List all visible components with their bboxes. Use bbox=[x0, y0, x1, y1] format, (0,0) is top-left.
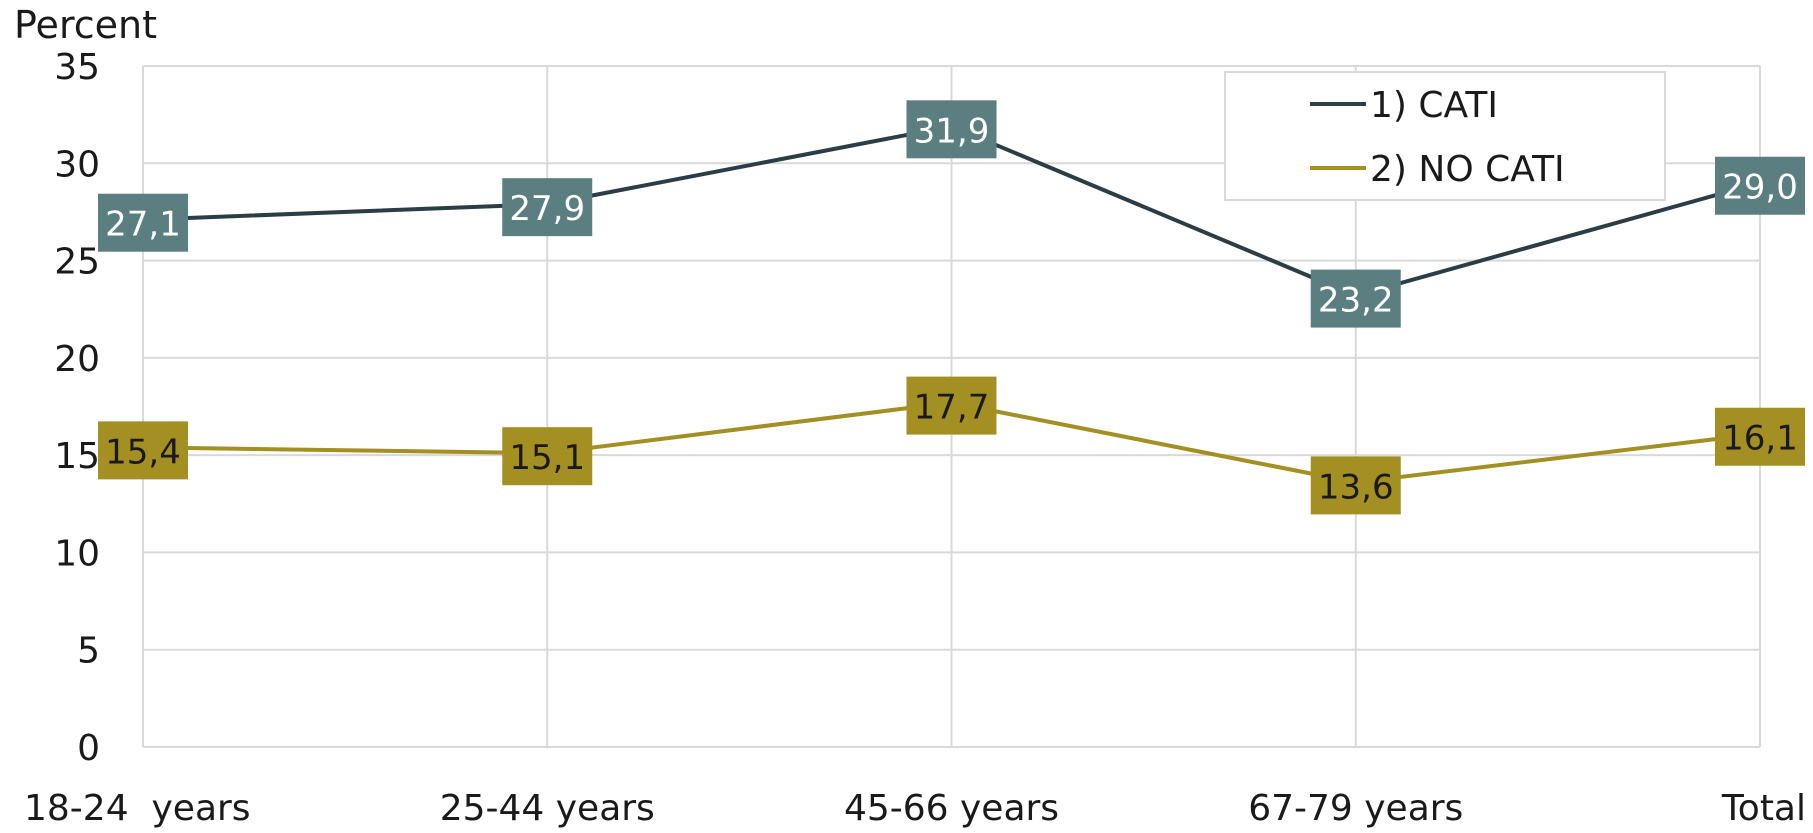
data-label: 23,2 bbox=[1318, 281, 1394, 321]
data-label-box bbox=[98, 421, 188, 480]
data-label: 31,9 bbox=[914, 111, 990, 151]
data-label-box bbox=[502, 427, 593, 486]
y-tick-label: 5 bbox=[77, 631, 100, 672]
y-axis-label: Percent bbox=[14, 3, 157, 47]
data-label-box bbox=[1310, 456, 1401, 515]
data-label: 15,1 bbox=[509, 438, 585, 478]
x-tick-label: 18-24 years bbox=[24, 788, 251, 829]
x-tick-label: Total bbox=[1721, 788, 1806, 829]
data-label-box bbox=[906, 376, 997, 435]
y-tick-label: 20 bbox=[54, 339, 100, 380]
x-tick-labels: 18-24 years 25-44 years 45-66 years 67-79 y… bbox=[24, 788, 1806, 829]
data-label-box bbox=[1715, 156, 1805, 215]
data-label-box bbox=[1715, 407, 1805, 466]
x-tick-label: 45-66 years bbox=[844, 788, 1059, 829]
legend-label: 1) CATI bbox=[1370, 85, 1498, 126]
legend-label: 2) NO CATI bbox=[1370, 149, 1565, 190]
legend: 1) CATI 2) NO CATI bbox=[1224, 71, 1666, 201]
data-label: 15,4 bbox=[105, 432, 181, 472]
data-label: 17,7 bbox=[914, 388, 990, 428]
y-tick-label: 10 bbox=[54, 533, 100, 574]
x-tick-label: 25-44 years bbox=[440, 788, 655, 829]
data-labels: 27,1 27,9 31,9 23,2 29,0 15,4 15,1 17,7 13,6 16,1 bbox=[98, 100, 1805, 515]
data-label: 16,1 bbox=[1722, 419, 1798, 459]
y-tick-labels: 0 5 10 15 20 25 30 35 bbox=[54, 47, 100, 769]
data-label: 29,0 bbox=[1722, 168, 1798, 208]
data-label-box bbox=[906, 100, 997, 159]
data-label: 27,9 bbox=[509, 189, 585, 229]
data-label-box bbox=[1310, 269, 1401, 328]
data-label: 27,1 bbox=[105, 205, 181, 245]
legend-box bbox=[1224, 71, 1666, 201]
data-label-box bbox=[98, 193, 188, 252]
y-tick-label: 15 bbox=[54, 436, 100, 477]
data-label-box bbox=[502, 178, 593, 237]
x-tick-label: 67-79 years bbox=[1248, 788, 1463, 829]
y-tick-label: 30 bbox=[54, 144, 100, 185]
y-tick-label: 0 bbox=[77, 728, 100, 769]
y-tick-label: 25 bbox=[54, 242, 100, 283]
data-label: 13,6 bbox=[1318, 467, 1394, 507]
y-tick-label: 35 bbox=[54, 47, 100, 88]
